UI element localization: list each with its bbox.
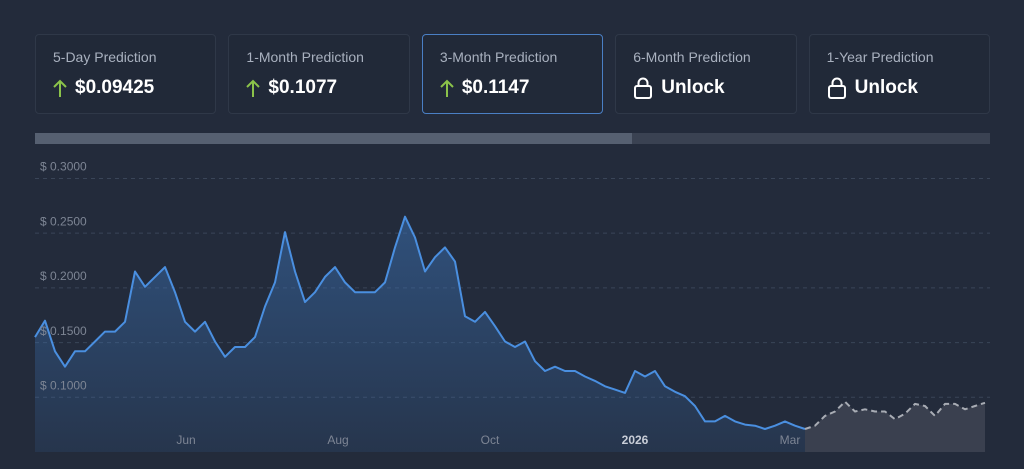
card-value-text: Unlock [854, 77, 918, 98]
prediction-cards: 5-Day Prediction $0.09425 1-Month Predicti… [35, 34, 991, 114]
card-label: 3-Month Prediction [439, 49, 558, 65]
card-value-text: $0.09425 [75, 77, 155, 98]
lock-icon [827, 77, 846, 99]
x-tick-label: 2026 [622, 433, 649, 447]
x-tick-label: Mar [780, 433, 801, 447]
y-tick-label: $ 0.3000 [40, 160, 87, 174]
up-arrow-icon [53, 79, 67, 97]
card-value: $0.1077 [246, 77, 408, 99]
prediction-line [804, 400, 986, 430]
card-value-text: $0.1077 [268, 77, 338, 98]
y-tick-label: $ 0.1000 [40, 378, 87, 392]
scrollbar-thumb[interactable] [35, 133, 632, 144]
prediction-card[interactable]: 5-Day Prediction $0.09425 [35, 34, 217, 114]
card-label: 1-Year Prediction [826, 49, 934, 65]
prediction-card[interactable]: 1-Year Prediction Unlock [808, 34, 991, 114]
up-arrow-icon [246, 79, 261, 97]
prediction-card[interactable]: 1-Month Prediction $0.1077 [228, 34, 410, 114]
price-line [34, 215, 806, 430]
x-tick-label: Aug [327, 433, 348, 447]
up-arrow-icon [440, 79, 454, 97]
card-value[interactable]: Unlock [633, 77, 795, 99]
card-value-text: $0.1147 [461, 77, 530, 98]
area [805, 401, 985, 452]
card-value: $0.09425 [53, 77, 215, 99]
y-tick-label: $ 0.2500 [40, 214, 87, 228]
prediction-card[interactable]: 3-Month Prediction $0.1147 [421, 34, 604, 114]
card-value-text: Unlock [661, 77, 725, 98]
x-tick-label: Jun [176, 433, 195, 447]
card-label: 5-Day Prediction [53, 49, 157, 65]
y-tick-label: $ 0.1500 [40, 324, 87, 338]
lock-icon [634, 77, 653, 99]
y-tick-label: $ 0.2000 [40, 269, 87, 283]
card-value[interactable]: Unlock [827, 77, 989, 99]
prediction-card[interactable]: 6-Month Prediction Unlock [615, 34, 797, 114]
card-value: $0.1147 [440, 77, 602, 99]
x-tick-label: Oct [481, 433, 500, 447]
area [35, 216, 805, 452]
card-label: 6-Month Prediction [633, 49, 751, 65]
card-label: 1-Month Prediction [246, 49, 364, 65]
